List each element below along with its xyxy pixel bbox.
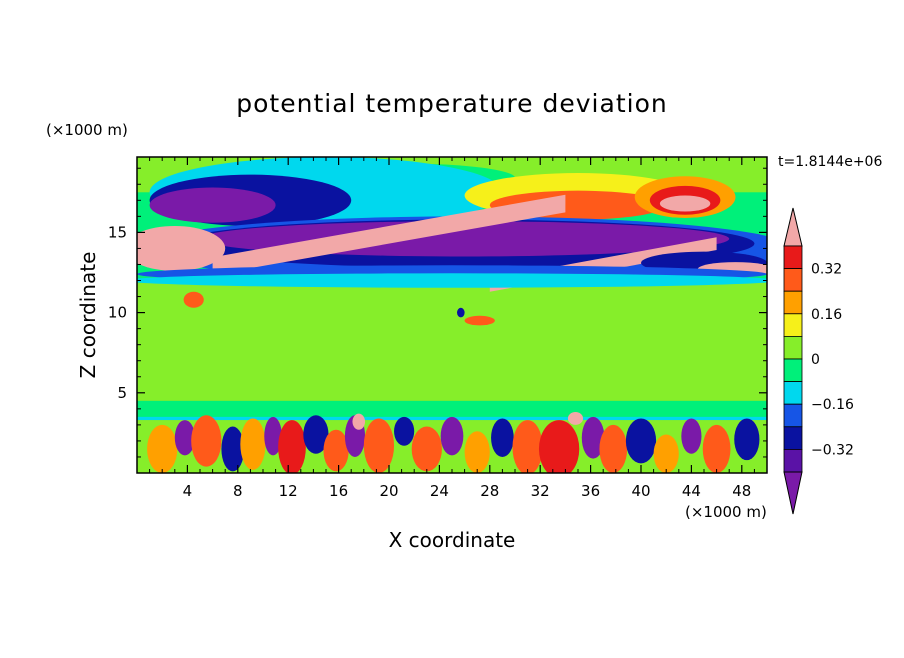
contour-region-39 (411, 426, 442, 472)
chart-title: potential temperature deviation (236, 89, 667, 118)
colorbar-label: 0.16 (811, 307, 842, 323)
x-tick-label: 36 (581, 482, 600, 500)
contour-region-49 (681, 418, 702, 454)
y-tick-label: 5 (117, 384, 127, 402)
contour-region-6 (149, 187, 276, 223)
contour-region-47 (625, 418, 657, 464)
contour-region-33 (278, 420, 306, 473)
x-tick-label: 12 (279, 482, 298, 500)
contour-region-32 (264, 416, 282, 456)
y-axis: 5 10 15 (108, 167, 767, 458)
x-tick-label: 4 (183, 482, 193, 500)
colorbar-bin (783, 313, 803, 337)
contour-region-43 (512, 420, 543, 473)
contour-region-22 (183, 291, 204, 308)
colorbar-bin (783, 245, 803, 270)
colorbar-bin (783, 268, 803, 292)
contour-region-48 (653, 434, 679, 473)
colorbar-bin (783, 358, 803, 383)
colorbar-bin (783, 335, 803, 360)
contour-region-51 (734, 418, 760, 461)
y-tick-label: 10 (108, 304, 127, 322)
x-unit-label: (×1000 m) (685, 503, 767, 521)
contour-field (137, 157, 767, 473)
y-unit-label: (×1000 m) (46, 121, 128, 139)
contour-region-53 (567, 412, 584, 425)
x-tick-label: 40 (631, 482, 650, 500)
contour-region-40 (440, 416, 464, 456)
x-axis-label: X coordinate (389, 528, 516, 552)
contour-region-28 (174, 420, 195, 456)
contour-region-29 (191, 415, 222, 467)
x-tick-label: 32 (531, 482, 550, 500)
colorbar-bin (783, 381, 803, 405)
colorbar-bin (783, 426, 803, 450)
contour-region-44 (538, 420, 580, 473)
colorbar-bin (783, 403, 803, 428)
contour-region-15 (212, 194, 566, 275)
contour-region-11 (659, 195, 711, 212)
colorbar-label: −0.16 (811, 397, 854, 413)
contour-region-30 (221, 426, 245, 472)
x-tick-label: 16 (329, 482, 348, 500)
y-axis-label: Z coordinate (76, 252, 100, 379)
time-label: t=1.8144e+06 (778, 154, 882, 170)
colorbar-label: −0.32 (811, 442, 854, 458)
contour-region-21 (137, 273, 767, 288)
x-tick-label: 28 (480, 482, 499, 500)
contour-region-31 (240, 418, 266, 470)
colorbar-bin (783, 290, 803, 315)
colorbar-label: 0.32 (811, 262, 842, 278)
colorbar-bin (783, 448, 803, 473)
x-tick-label: 20 (379, 482, 398, 500)
contour-region-50 (702, 424, 731, 473)
contour-region-23 (464, 315, 495, 326)
contour-region-42 (491, 418, 514, 457)
contour-region-45 (581, 416, 605, 459)
x-tick-label: 8 (233, 482, 243, 500)
x-tick-label: 24 (430, 482, 449, 500)
x-tick-label: 48 (732, 482, 751, 500)
contour-region-16 (137, 225, 226, 271)
colorbar-upper-extend (783, 207, 803, 247)
x-axis: 4 8 12 16 20 24 28 32 36 40 44 48 (149, 157, 755, 500)
contour-region-37 (363, 418, 395, 473)
contour-region-35 (323, 429, 349, 472)
y-tick-label: 15 (108, 223, 127, 241)
colorbar-label: 0 (811, 352, 820, 368)
colorbar-lower-extend (783, 471, 803, 515)
contour-region-34 (303, 415, 329, 454)
contour-region-24 (457, 307, 465, 318)
contour-region-27 (147, 424, 178, 473)
contour-region-1 (137, 280, 767, 401)
contour-region-38 (394, 416, 415, 446)
contour-region-46 (599, 424, 628, 473)
colorbar: 0.32 0.16 0 −0.16 −0.32 (783, 207, 854, 515)
contour-region-52 (352, 413, 366, 430)
contour-region-41 (464, 431, 490, 473)
x-tick-label: 44 (682, 482, 701, 500)
